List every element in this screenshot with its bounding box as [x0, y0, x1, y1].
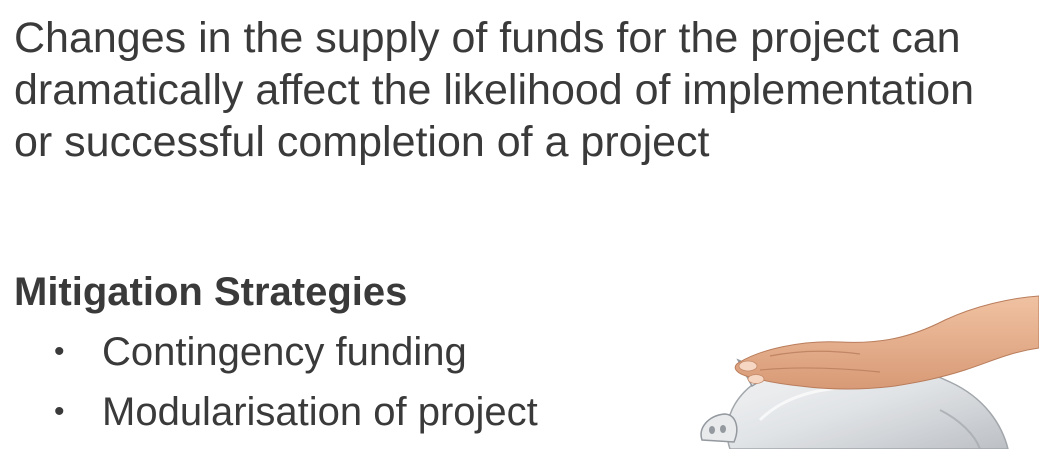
hand	[734, 295, 1039, 390]
mitigation-heading: Mitigation Strategies	[14, 270, 408, 314]
bullet-icon: •	[54, 335, 65, 368]
bullet-text: Contingency funding	[102, 330, 467, 374]
hand-on-glass-piggy-bank-icon	[700, 295, 1039, 449]
intro-paragraph: Changes in the supply of funds for the p…	[14, 14, 975, 166]
bullet-text: Modularisation of project	[102, 390, 538, 434]
bullet-icon: •	[54, 395, 65, 428]
